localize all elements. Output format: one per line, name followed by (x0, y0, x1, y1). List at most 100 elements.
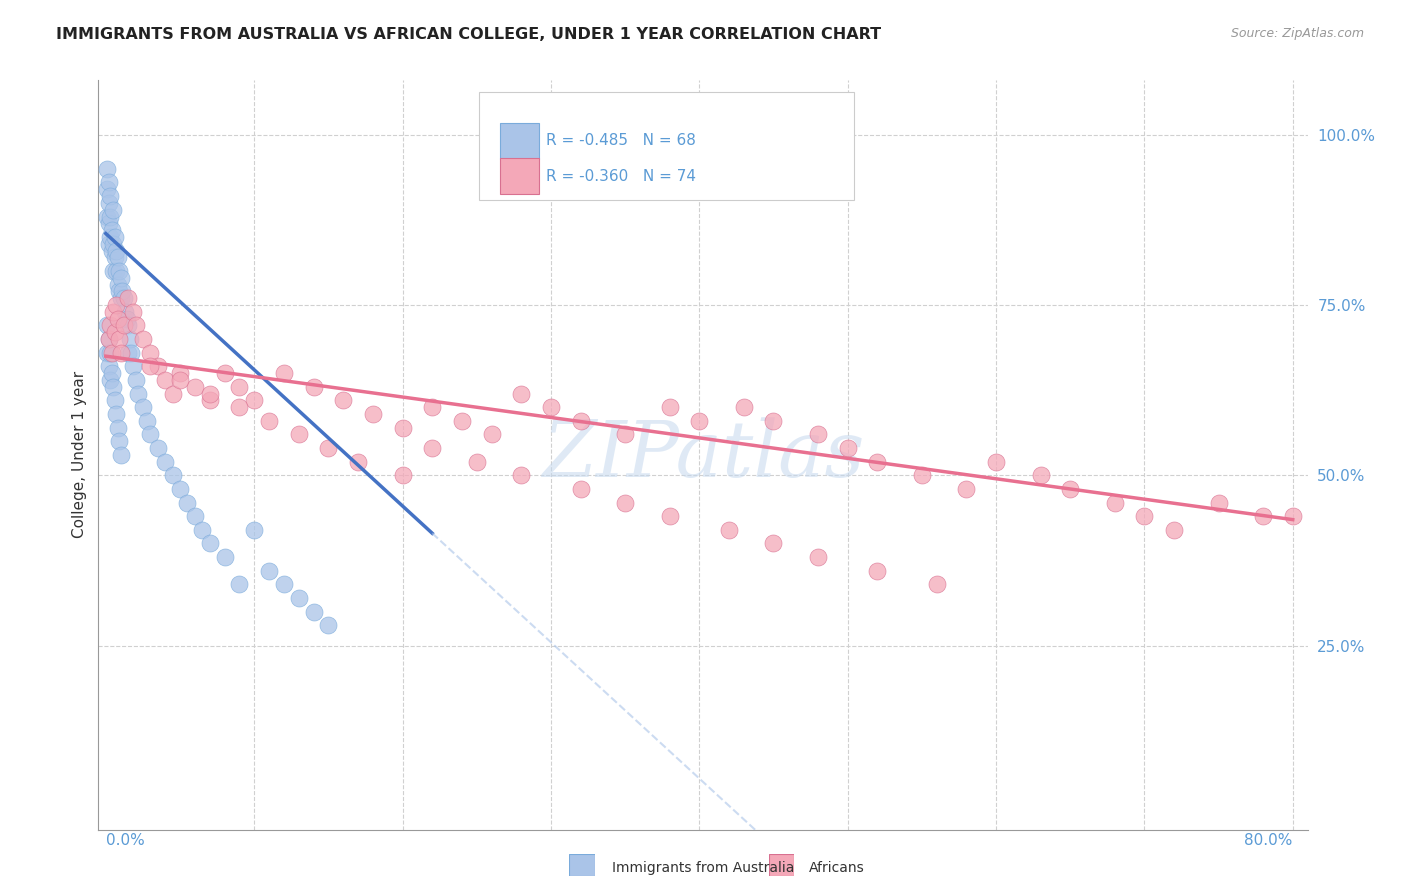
Point (162, 386, 184, 401)
Text: Africans: Africans (808, 861, 865, 875)
Point (98, 373, 121, 387)
Point (198, 536, 221, 550)
Point (103, 236, 125, 251)
Point (169, 373, 191, 387)
Point (1251, 509, 1274, 524)
Text: IMMIGRANTS FROM AUSTRALIA VS AFRICAN COLLEGE, UNDER 1 YEAR CORRELATION CHART: IMMIGRANTS FROM AUSTRALIA VS AFRICAN COL… (56, 27, 882, 42)
Point (136, 414, 159, 428)
Point (228, 577, 250, 591)
Point (451, 414, 474, 428)
Point (347, 455, 370, 469)
Point (614, 427, 637, 442)
Point (112, 318, 135, 333)
Point (105, 298, 128, 312)
Point (243, 523, 266, 537)
Point (153, 373, 176, 387)
Point (97, 236, 120, 251)
Point (103, 305, 125, 319)
Point (105, 407, 128, 421)
Point (103, 380, 125, 394)
Point (302, 605, 325, 619)
Point (100, 345, 122, 359)
Point (176, 495, 198, 509)
Y-axis label: College, Under 1 year: College, Under 1 year (72, 371, 87, 539)
Point (302, 380, 325, 394)
Point (658, 509, 681, 524)
Point (97, 216, 120, 230)
Point (184, 509, 207, 524)
Point (733, 401, 755, 415)
Point (121, 305, 143, 319)
Point (96, 161, 118, 176)
Point (198, 393, 221, 408)
Point (658, 401, 681, 415)
Point (420, 401, 443, 415)
Point (98, 318, 121, 333)
Point (100, 366, 122, 380)
Point (420, 441, 443, 455)
Point (146, 359, 169, 374)
Point (465, 455, 488, 469)
Point (104, 326, 127, 340)
Point (614, 495, 637, 509)
Point (97, 359, 120, 374)
Point (120, 345, 142, 359)
Point (866, 564, 889, 578)
Text: Source: ZipAtlas.com: Source: ZipAtlas.com (1230, 27, 1364, 40)
Point (569, 482, 592, 496)
FancyBboxPatch shape (501, 158, 538, 194)
Point (107, 277, 129, 292)
Point (97, 332, 120, 346)
Point (117, 345, 139, 359)
Point (162, 468, 184, 483)
Point (807, 427, 830, 442)
Point (361, 407, 384, 421)
Point (112, 291, 135, 305)
Point (124, 318, 146, 333)
Text: R = -0.485   N = 68: R = -0.485 N = 68 (546, 133, 696, 148)
Point (273, 366, 295, 380)
Point (866, 455, 889, 469)
Point (103, 202, 125, 217)
Point (110, 291, 132, 305)
Point (911, 468, 934, 483)
Point (98, 210, 121, 224)
Point (273, 577, 295, 591)
Point (124, 373, 146, 387)
Point (121, 359, 143, 374)
Point (107, 420, 129, 434)
Point (925, 577, 948, 591)
Point (127, 386, 149, 401)
Point (108, 332, 131, 346)
Point (114, 305, 136, 319)
Point (139, 427, 162, 442)
Point (955, 482, 977, 496)
Point (97, 332, 120, 346)
Text: 0.0%: 0.0% (105, 833, 145, 848)
Point (1029, 468, 1052, 483)
Point (97, 195, 120, 210)
Point (481, 427, 503, 442)
Point (837, 441, 859, 455)
Point (97, 176, 120, 190)
Point (1104, 495, 1126, 509)
Point (107, 311, 129, 326)
Point (257, 414, 280, 428)
Point (105, 244, 128, 258)
Point (153, 455, 176, 469)
Point (1133, 509, 1156, 524)
Point (762, 414, 785, 428)
Point (100, 244, 122, 258)
Point (105, 264, 128, 278)
Point (110, 448, 132, 462)
Point (96, 210, 118, 224)
Point (110, 345, 132, 359)
Point (318, 618, 340, 632)
Point (108, 285, 131, 299)
Point (96, 318, 118, 333)
Point (510, 468, 533, 483)
Point (391, 420, 413, 434)
Point (1059, 482, 1081, 496)
Point (510, 386, 533, 401)
Point (108, 264, 131, 278)
